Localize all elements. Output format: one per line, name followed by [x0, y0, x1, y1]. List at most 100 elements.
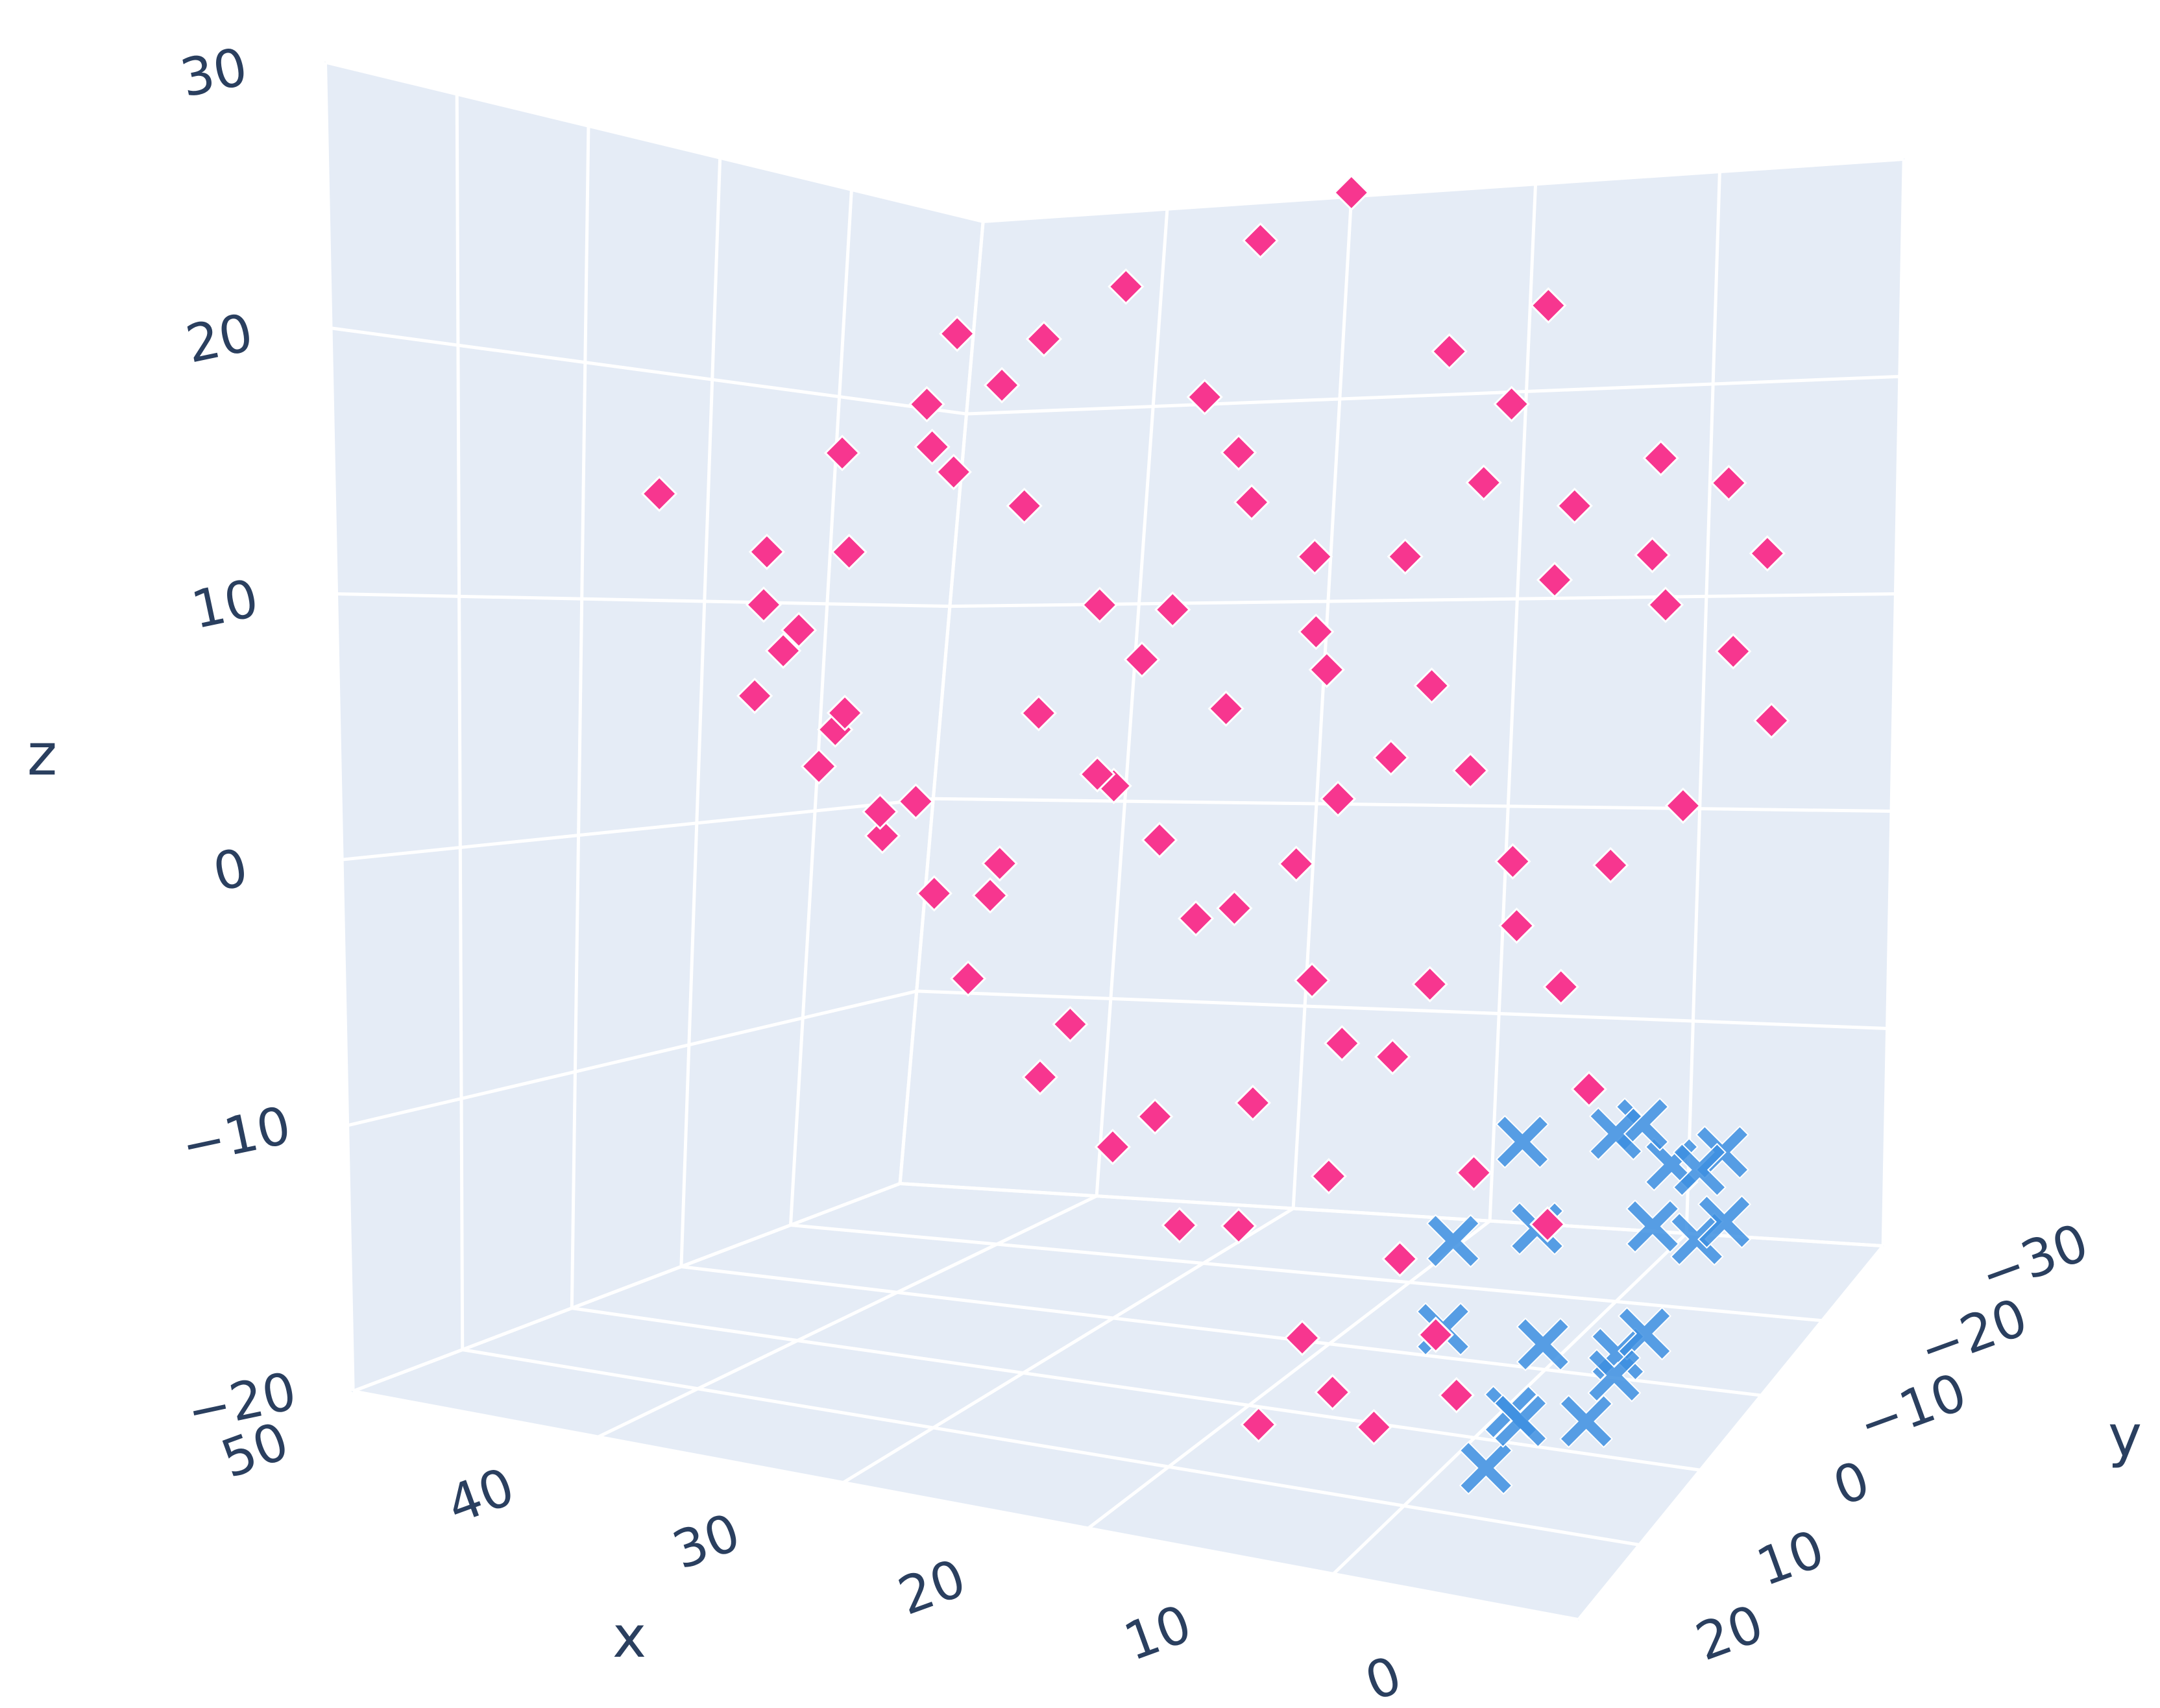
x-tick-label: 30 — [665, 1502, 747, 1581]
grid-line — [790, 1223, 1823, 1323]
diamond-marker — [1141, 821, 1178, 859]
z-axis-title: z — [27, 721, 57, 788]
grid-line — [352, 1182, 901, 1393]
diamond-marker — [831, 533, 868, 571]
diamond-marker — [1308, 651, 1345, 688]
diamond-marker — [1417, 1316, 1454, 1353]
diamond-marker — [780, 612, 818, 649]
grid-line — [570, 126, 590, 1308]
grid-line — [1095, 209, 1169, 1196]
diamond-marker — [1220, 434, 1257, 471]
diamond-marker — [826, 694, 864, 732]
grid-line — [1881, 159, 1906, 1246]
diamond-marker — [1664, 787, 1702, 824]
diamond-marker — [1529, 1206, 1566, 1243]
diamond-marker — [1634, 536, 1671, 573]
diamond-marker — [1296, 538, 1333, 575]
diamond-marker — [1438, 1377, 1475, 1414]
diamond-marker — [1137, 1098, 1174, 1135]
x-marker — [1495, 1114, 1549, 1169]
diamond-marker — [1020, 695, 1057, 732]
markers — [641, 174, 1790, 1495]
diamond-marker — [1556, 487, 1593, 524]
grid-line — [966, 374, 1900, 416]
diamond-marker — [1025, 320, 1063, 357]
x-marker — [1669, 1212, 1724, 1266]
diamond-marker — [1642, 440, 1679, 477]
diamond-marker — [823, 435, 861, 472]
diamond-marker — [1455, 1154, 1492, 1191]
diamond-marker — [864, 817, 901, 854]
x-axis-title: x — [613, 1604, 646, 1670]
grid-line — [1684, 171, 1721, 1234]
diamond-marker — [1381, 1240, 1418, 1277]
z-tick-label: 20 — [181, 302, 258, 375]
diamond-marker — [1283, 1319, 1321, 1356]
diamond-marker — [1021, 1059, 1059, 1096]
grid-line — [679, 158, 722, 1267]
y-tick-label: −30 — [1972, 1212, 2096, 1306]
grid-line — [455, 94, 465, 1350]
diamond-marker — [1333, 174, 1370, 211]
x-tick-label: 0 — [1357, 1644, 1409, 1708]
diamond-marker — [1161, 1207, 1198, 1244]
diamond-marker — [764, 632, 802, 669]
diamond-marker — [908, 386, 945, 423]
diamond-marker — [1154, 591, 1191, 628]
diamond-marker — [1355, 1408, 1392, 1446]
y-axis-title: y — [2108, 1402, 2142, 1469]
grid-line — [597, 1194, 1098, 1439]
grid-line — [1488, 184, 1538, 1221]
z-tick-label: 10 — [186, 568, 263, 640]
x-tick-label: 40 — [439, 1456, 522, 1535]
diamond-marker — [1123, 641, 1161, 678]
diamond-marker — [1207, 690, 1244, 727]
diamond-marker — [1749, 535, 1786, 572]
grid-line — [1087, 1220, 1491, 1530]
grid — [323, 60, 1906, 1622]
diamond-marker — [1234, 1085, 1272, 1122]
diamond-marker — [949, 960, 987, 997]
grid-line — [982, 157, 1904, 223]
diamond-marker — [1542, 968, 1579, 1005]
diamond-marker — [1452, 752, 1489, 789]
diamond-marker — [862, 793, 899, 830]
diamond-marker — [1006, 487, 1043, 524]
grid-line — [341, 797, 934, 861]
diamond-marker — [1715, 632, 1752, 670]
diamond-marker — [1647, 586, 1684, 623]
x-marker — [1493, 1394, 1547, 1448]
y-tick-label: 0 — [1826, 1449, 1878, 1517]
diamond-marker — [1177, 900, 1215, 937]
diamond-marker — [1081, 586, 1118, 623]
grid-line — [462, 1348, 1640, 1546]
y-tick-label: −10 — [1851, 1362, 1974, 1456]
diamond-marker — [1324, 1025, 1361, 1062]
grid-line — [681, 1265, 1762, 1397]
grid-line — [324, 60, 984, 223]
diamond-marker — [1310, 1158, 1348, 1195]
x-tick-label: 20 — [891, 1548, 973, 1627]
grid-line — [789, 189, 853, 1225]
grid-line — [323, 62, 355, 1391]
diamond-marker — [935, 453, 972, 490]
diamond-marker — [981, 845, 1018, 882]
diamond-marker — [1530, 287, 1567, 324]
grid-line — [1577, 1244, 1885, 1621]
diamond-marker — [1052, 1005, 1089, 1043]
diamond-marker — [1592, 847, 1629, 884]
diamond-marker — [1242, 222, 1279, 259]
diamond-marker — [1536, 561, 1573, 599]
x-marker — [1618, 1306, 1671, 1361]
x-marker — [1587, 1348, 1642, 1402]
diamond-marker — [748, 533, 786, 570]
y-tick-label: 10 — [1749, 1519, 1832, 1598]
diamond-marker — [1372, 739, 1409, 776]
diamond-marker — [641, 475, 678, 512]
grid-line — [336, 592, 950, 608]
grid-line — [898, 221, 985, 1184]
diamond-marker — [1216, 890, 1253, 927]
diamond-marker — [800, 748, 838, 785]
x-marker — [1625, 1199, 1680, 1253]
